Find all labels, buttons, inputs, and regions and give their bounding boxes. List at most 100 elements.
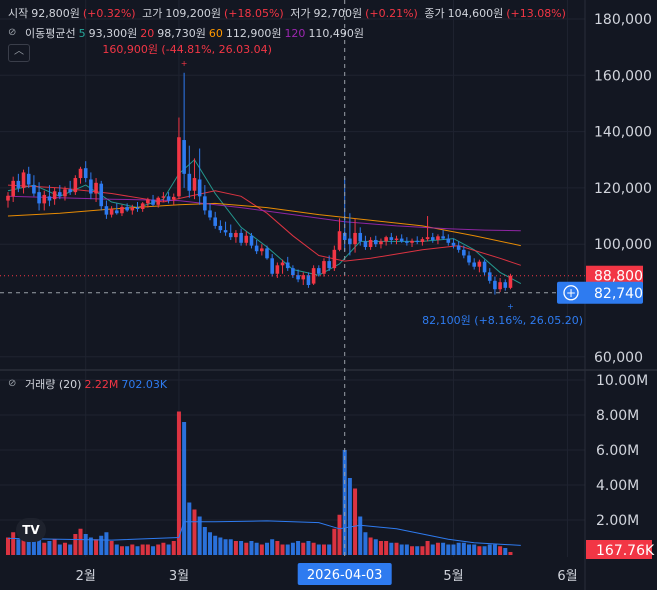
volume-bar: [73, 534, 78, 555]
price-axis[interactable]: 180,000 160,000 140,000 120,000 100,000 60,00…: [557, 12, 652, 366]
candle-body: [270, 258, 274, 274]
volume-bar: [233, 541, 238, 555]
volume-bar: [176, 411, 181, 555]
candle-body: [260, 248, 264, 252]
volume-bar: [394, 542, 399, 555]
volume-bar: [404, 544, 409, 555]
candle-body: [342, 232, 347, 240]
candle-body: [441, 236, 445, 239]
collapse-legend-button[interactable]: ︿: [8, 44, 30, 62]
volume-bar: [11, 532, 16, 555]
volume-bar: [477, 546, 482, 555]
current-price-label: 88,800: [594, 269, 643, 285]
volume-bar: [16, 539, 21, 555]
volume-bar: [321, 544, 326, 555]
candle-body: [73, 178, 78, 193]
volume-bar: [161, 542, 166, 555]
volume-bar: [94, 539, 99, 555]
volume-bar: [316, 544, 321, 555]
volume-bar: [119, 546, 124, 555]
ma60-value: 112,900원: [225, 27, 282, 40]
candle-body: [177, 137, 181, 197]
candle-body: [42, 194, 47, 204]
volume-bar: [254, 542, 259, 555]
volume-bar: [420, 546, 425, 555]
volume-tick-label: 2.00M: [596, 513, 639, 529]
candle-body: [161, 196, 166, 198]
low-change: (+0.21%): [365, 7, 418, 20]
volume-bar: [244, 542, 249, 555]
volume-bar: [415, 546, 420, 555]
candlestick-series: [6, 72, 513, 295]
candle-body: [94, 182, 98, 194]
ma20-period: 20: [140, 26, 155, 40]
volume-bar: [270, 539, 275, 555]
close-value: 104,600원: [447, 7, 504, 20]
candle-body: [348, 238, 352, 245]
volume-bar: [378, 541, 383, 555]
price-tick-label: 160,000: [594, 68, 652, 84]
candle-body: [223, 230, 228, 233]
volume-bar: [88, 537, 93, 555]
candle-body: [285, 262, 290, 269]
candle-body: [125, 207, 129, 211]
tradingview-logo-icon[interactable]: TV: [16, 518, 46, 542]
time-axis[interactable]: 2월 3월 5월 6월 2026-04-03: [76, 563, 578, 585]
volume-bar: [62, 542, 67, 555]
volume-bar: [446, 544, 451, 555]
candle-body: [327, 261, 331, 269]
volume-bar: [368, 537, 373, 555]
volume-bar: [114, 544, 119, 555]
candle-body: [503, 282, 508, 288]
volume-tick-label: 8.00M: [596, 408, 639, 424]
crosshair-date-badge: [297, 563, 392, 585]
candle-body: [114, 210, 119, 214]
candle-body: [208, 210, 212, 218]
volume-bar: [140, 544, 145, 555]
volume-bar: [42, 542, 47, 555]
candle-body: [130, 207, 135, 211]
candle-body: [446, 238, 451, 243]
moving-average-lines: [7, 159, 522, 285]
candle-body: [498, 282, 502, 290]
time-tick-label: 5월: [443, 569, 463, 584]
candle-body: [21, 172, 26, 188]
candle-body: [140, 203, 145, 210]
candle-body: [11, 180, 15, 197]
low-marker-icon: +: [507, 302, 514, 311]
candle-body: [477, 261, 482, 267]
hide-eye-icon[interactable]: ⊘: [8, 378, 17, 389]
volume-bar: [187, 502, 192, 555]
candle-body: [16, 180, 21, 188]
candle-body: [508, 275, 513, 288]
volume-series: [6, 411, 521, 555]
candle-body: [239, 232, 243, 243]
current-volume-label: 167.76K: [596, 543, 655, 559]
ma120-line: [7, 195, 521, 232]
volume-bar: [456, 542, 461, 555]
candle-body: [384, 237, 388, 242]
volume-bar: [151, 546, 156, 555]
ma120-period: 120: [284, 26, 306, 40]
candle-body: [244, 235, 249, 243]
low-annotation: 82,100원 (+8.16%, 26.05.20): [422, 314, 583, 327]
volume-bar: [57, 544, 62, 555]
volume-tick-label: 6.00M: [596, 443, 639, 459]
time-tick-label: 2월: [76, 569, 96, 584]
current-price-badge: [586, 265, 643, 286]
candle-body: [430, 237, 435, 240]
hide-eye-icon[interactable]: ⊘: [8, 27, 17, 38]
candle-body: [373, 239, 378, 245]
candle-body: [311, 268, 316, 284]
volume-axis[interactable]: 10.00M 8.00M 6.00M 4.00M 2.00M 167.76K: [586, 373, 655, 559]
candle-body: [389, 237, 394, 240]
volume-legend: ⊘ 거래량 (20) 2.22M 702.03K: [8, 376, 170, 392]
volume-bar: [192, 509, 197, 555]
low-value: 92,700원: [313, 7, 363, 20]
volume-bar: [492, 544, 497, 555]
price-legend: 시작 92,800원 (+0.32%) 고가 109,200원 (+18.05%) 저가…: [8, 5, 569, 21]
candle-body: [83, 168, 88, 179]
candle-body: [275, 265, 280, 274]
candle-body: [171, 196, 176, 200]
